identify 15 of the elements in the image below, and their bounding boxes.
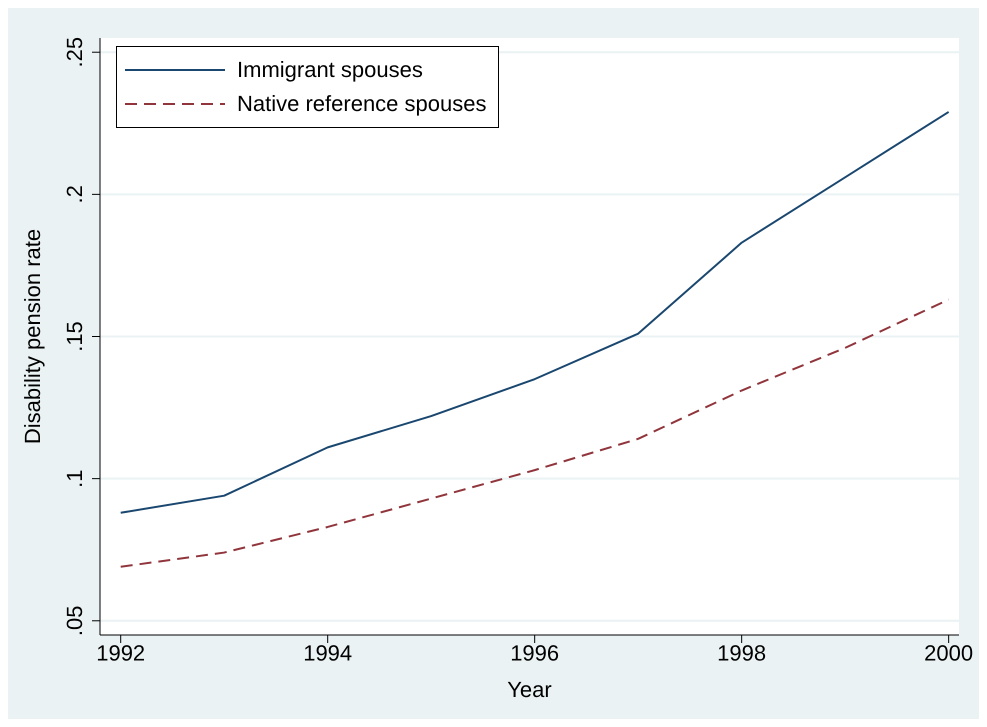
y-tick-label: .2 bbox=[62, 185, 87, 204]
x-axis-title: Year bbox=[507, 677, 552, 702]
x-tick-label: 1998 bbox=[717, 640, 766, 666]
x-tick-label: 1996 bbox=[510, 640, 560, 666]
x-tick-label: 1994 bbox=[303, 640, 352, 666]
legend-label: Native reference spouses bbox=[237, 91, 486, 117]
line-series bbox=[120, 298, 950, 568]
x-tick-label: 2000 bbox=[924, 640, 974, 666]
x-tick-label: 1992 bbox=[96, 640, 146, 666]
y-axis-title: Disability pension rate bbox=[20, 228, 45, 444]
y-tick-label: .05 bbox=[62, 605, 87, 636]
legend-label: Immigrant spouses bbox=[237, 57, 423, 83]
y-tick-label: .25 bbox=[62, 36, 87, 68]
y-tick-label: .1 bbox=[62, 469, 87, 488]
y-tick-label: .15 bbox=[62, 321, 87, 352]
